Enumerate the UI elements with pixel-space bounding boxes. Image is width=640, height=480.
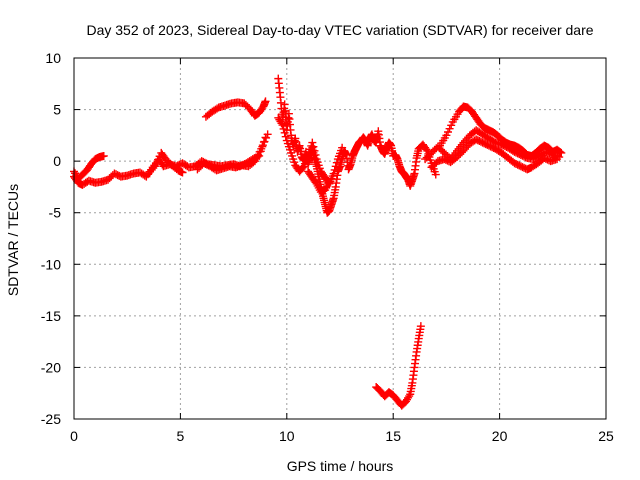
data-point [553, 155, 562, 164]
data-point [308, 138, 317, 147]
series-segment [70, 151, 108, 183]
series-segment [274, 74, 440, 217]
data-point [258, 141, 267, 150]
chart-title: Day 352 of 2023, Sidereal Day-to-day VTE… [86, 22, 593, 38]
data-series [70, 74, 566, 410]
data-point [262, 133, 271, 142]
data-point [557, 148, 566, 157]
data-point [249, 158, 258, 167]
data-point [149, 164, 158, 173]
data-point [431, 170, 440, 179]
series-segment [201, 97, 270, 121]
series-segment [304, 167, 334, 197]
series-segment [193, 130, 272, 175]
y-tick-label: 0 [53, 153, 61, 169]
grid [74, 58, 606, 419]
y-axis-label: SDTVAR / TECUs [5, 184, 21, 296]
x-axis-label: GPS time / hours [287, 458, 394, 474]
y-tick-label: -5 [49, 205, 62, 221]
series-segment [144, 148, 187, 178]
x-tick-label: 10 [279, 428, 295, 444]
y-tick-label: -25 [41, 411, 61, 427]
data-point [281, 132, 290, 141]
data-point [310, 146, 319, 155]
data-point [311, 150, 320, 159]
x-tick-label: 5 [177, 428, 185, 444]
y-tick-label: -15 [41, 308, 61, 324]
data-point [325, 177, 334, 186]
x-tick-label: 25 [598, 428, 614, 444]
axis-ticks: 0 5 10 15 20 25 -25 -20 -15 -10 -5 0 5 10 [41, 50, 614, 444]
data-point [99, 151, 108, 160]
data-point [329, 169, 338, 178]
data-point [260, 137, 269, 146]
data-point [278, 121, 287, 130]
plot-frame [73, 57, 607, 420]
x-tick-label: 15 [385, 428, 401, 444]
series-segment [436, 102, 566, 160]
data-point [338, 143, 347, 152]
data-point [331, 162, 340, 171]
data-point [332, 158, 341, 167]
x-tick-label: 20 [492, 428, 508, 444]
data-point [257, 144, 266, 153]
y-tick-label: 5 [53, 102, 61, 118]
data-point [277, 119, 286, 128]
data-point [330, 165, 339, 174]
data-point [422, 145, 431, 154]
data-point [279, 124, 288, 133]
x-tick-label: 0 [70, 428, 78, 444]
series-segment [427, 135, 562, 174]
data-point [178, 168, 187, 177]
y-tick-label: 10 [45, 50, 61, 66]
data-point [556, 148, 565, 157]
data-point [263, 130, 272, 139]
data-point [416, 322, 425, 331]
data-point [261, 97, 270, 106]
series-segment [372, 322, 425, 410]
y-tick-label: -10 [41, 256, 61, 272]
y-tick-label: -20 [41, 359, 61, 375]
data-point [280, 128, 289, 137]
data-point [405, 392, 414, 401]
data-point [309, 142, 318, 151]
